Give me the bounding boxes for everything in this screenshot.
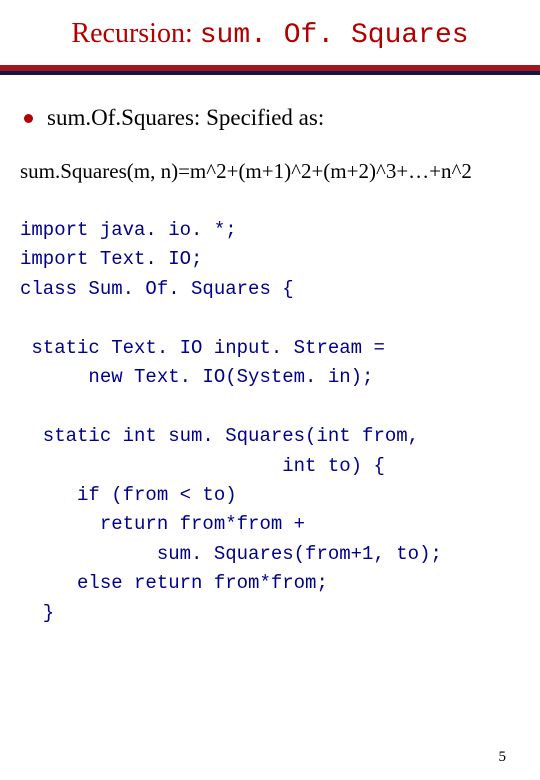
page-number: 5 [499,749,507,766]
rule-bottom [0,71,540,75]
slide-title: Recursion: sum. Of. Squares [0,0,540,59]
code-block: import java. io. *; import Text. IO; cla… [18,216,522,628]
bullet-icon [24,114,33,123]
bullet-item: sum.Of.Squares: Specified as: [18,105,522,131]
slide-body: sum.Of.Squares: Specified as: sum.Square… [0,77,540,628]
title-prefix: Recursion: [71,18,199,49]
formula-text: sum.Squares(m, n)=m^2+(m+1)^2+(m+2)^3+…+… [18,159,522,184]
title-underline [0,65,540,77]
title-monospace: sum. Of. Squares [200,20,469,51]
bullet-text: sum.Of.Squares: Specified as: [47,105,324,131]
